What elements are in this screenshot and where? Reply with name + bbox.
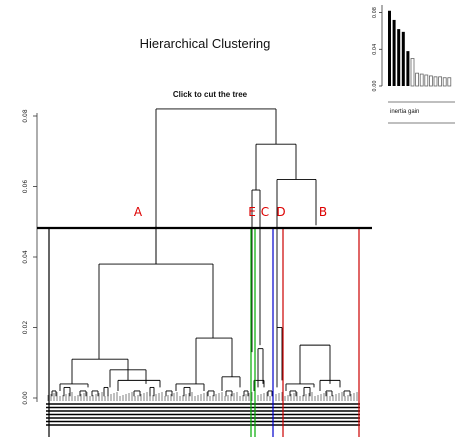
inertia-bar <box>433 76 438 87</box>
cluster-cut-lines <box>48 228 360 437</box>
inertia-bar <box>447 77 452 87</box>
leaf-rows <box>46 392 360 426</box>
inertia-bar <box>406 51 410 86</box>
inertia-bar <box>428 75 433 87</box>
inertia-y-tick-label: 0.08 <box>372 7 378 18</box>
inertia-bar <box>438 76 443 87</box>
branches <box>51 108 351 397</box>
cluster-label-b: B <box>319 205 327 219</box>
dendrogram-y-tick-label: 0.00 <box>22 391 29 405</box>
inertia-y-tick-label: 0.00 <box>372 80 378 91</box>
inertia-bar <box>424 74 429 87</box>
dendrogram-y-tick-label: 0.08 <box>22 109 29 123</box>
cluster-label-d: D <box>276 205 285 219</box>
dendrogram-y-tick-label: 0.06 <box>22 180 29 194</box>
inertia-bar <box>397 29 401 87</box>
inertia-y-tick-label: 0.04 <box>372 44 378 55</box>
inertia-bar <box>401 31 405 86</box>
inertia-gain-chart: 0.00 0.04 0.08 <box>372 5 455 124</box>
inertia-bar <box>388 10 391 86</box>
inertia-bar <box>392 19 396 86</box>
cluster-label-c: C <box>261 205 269 219</box>
inertia-bar <box>410 58 415 87</box>
cluster-label-e: E <box>248 205 256 219</box>
inertia-gain-label: inertia gain <box>390 109 420 115</box>
dendrogram-subtitle: Click to cut the tree <box>172 90 248 99</box>
dendrogram-y-tick-label: 0.02 <box>22 321 29 335</box>
inertia-bar <box>419 73 424 87</box>
inertia-bar <box>415 72 420 87</box>
window-title: Hierarchical Clustering <box>139 36 271 51</box>
cluster-label-a: A <box>134 205 143 219</box>
inertia-bar <box>442 77 447 87</box>
dendrogram-y-tick-label: 0.04 <box>22 250 29 264</box>
